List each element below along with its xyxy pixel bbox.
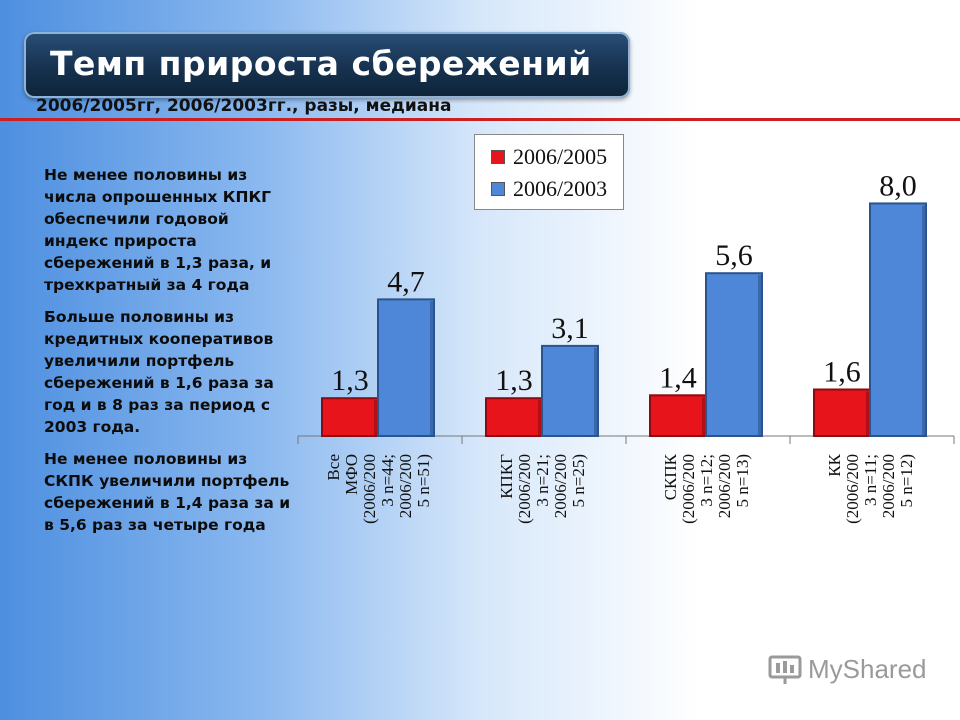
category-label: 2006/200 [551, 454, 570, 518]
category-label: (2006/200 [515, 454, 534, 524]
bar-shade [758, 275, 761, 436]
data-label: 1,6 [823, 355, 861, 388]
commentary: Не менее половины из числа опрошенных КП… [44, 164, 294, 546]
paragraph-2: Больше половины из кредитных кооперативо… [44, 308, 274, 436]
category-label: 3 n=11; [861, 454, 880, 506]
category-label: Все [324, 454, 343, 481]
category-label: 5 n=25) [569, 454, 588, 508]
bar-shade [702, 397, 705, 436]
title-rule [0, 118, 960, 121]
bar-2006-2003 [869, 202, 927, 437]
data-label: 1,4 [659, 361, 697, 394]
category-label: (2006/200 [679, 454, 698, 524]
chart-legend: 2006/2005 2006/2003 [474, 134, 624, 210]
bar-shade [538, 400, 541, 436]
bar-2006-2005 [321, 397, 379, 437]
bar-2006-2003 [541, 344, 599, 438]
category-label: КПКГ [497, 454, 516, 499]
legend-swatch-1 [491, 150, 505, 164]
category-label: 3 n=21; [533, 454, 552, 507]
legend-swatch-2 [491, 182, 505, 196]
presentation-icon [768, 655, 802, 684]
category-label: 3 n=44; [378, 454, 397, 507]
data-label: 1,3 [495, 364, 533, 397]
data-label: 4,7 [387, 265, 425, 298]
category-label: 2006/200 [396, 454, 415, 518]
category-label: 5 n=51) [414, 454, 433, 508]
data-label: 1,3 [331, 364, 369, 397]
data-label: 8,0 [879, 169, 917, 202]
bar-shade [594, 347, 597, 436]
bar-2006-2005 [485, 397, 543, 437]
legend-label-1: 2006/2005 [513, 144, 608, 169]
category-label: МФО [342, 454, 361, 495]
category-label: СКПК [661, 453, 680, 500]
data-label: 5,6 [715, 239, 753, 272]
paragraph-3: Не менее половины из СКПК увеличили порт… [44, 450, 291, 534]
category-label: 5 n=13) [733, 454, 752, 508]
bar-2006-2003 [377, 298, 435, 437]
paragraph-1: Не менее половины из числа опрошенных КП… [44, 166, 272, 294]
category-label: КК [825, 453, 844, 476]
bar-2006-2005 [813, 388, 871, 437]
bar-shade [374, 400, 377, 436]
bar-shade [430, 301, 433, 436]
category-label: (2006/200 [843, 454, 862, 524]
legend-item-1: 2006/2005 [491, 143, 607, 171]
slide-title: Темп прироста сбережений [50, 44, 592, 83]
title-banner [24, 32, 630, 98]
category-label: 5 n=12) [897, 454, 916, 508]
category-label: 3 n=12; [697, 454, 716, 507]
category-label: 2006/200 [879, 454, 898, 518]
bar-shade [866, 391, 869, 436]
category-label: 2006/200 [715, 454, 734, 518]
data-label: 3,1 [551, 312, 589, 345]
legend-item-2: 2006/2003 [491, 175, 607, 203]
bar-2006-2003 [705, 272, 763, 437]
bar-2006-2005 [649, 394, 707, 438]
bar-shade [922, 205, 925, 436]
category-label: (2006/200 [360, 454, 379, 524]
logo: MyShared [768, 654, 927, 685]
legend-label-2: 2006/2003 [513, 176, 608, 201]
logo-text: MyShared [808, 654, 927, 684]
slide-subtitle: 2006/2005гг, 2006/2003гг., разы, медиана [36, 96, 452, 116]
